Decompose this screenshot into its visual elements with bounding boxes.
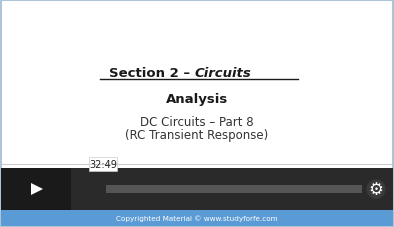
Text: Circuits: Circuits [195, 66, 252, 79]
Text: Analysis: Analysis [166, 92, 228, 105]
Text: Section 2 –: Section 2 – [109, 66, 195, 79]
FancyBboxPatch shape [106, 185, 362, 193]
Text: (RC Transient Response): (RC Transient Response) [125, 129, 269, 142]
Text: 32:49: 32:49 [89, 159, 117, 169]
Text: Copyrighted Material © www.studyforfe.com: Copyrighted Material © www.studyforfe.co… [116, 215, 278, 221]
Text: ⚙: ⚙ [368, 180, 383, 198]
Bar [1, 210, 393, 226]
Circle shape [367, 180, 385, 198]
FancyBboxPatch shape [89, 157, 117, 171]
Bar [1, 168, 393, 210]
Polygon shape [31, 183, 43, 195]
Bar [1, 168, 71, 210]
Text: DC Circuits – Part 8: DC Circuits – Part 8 [140, 116, 254, 129]
